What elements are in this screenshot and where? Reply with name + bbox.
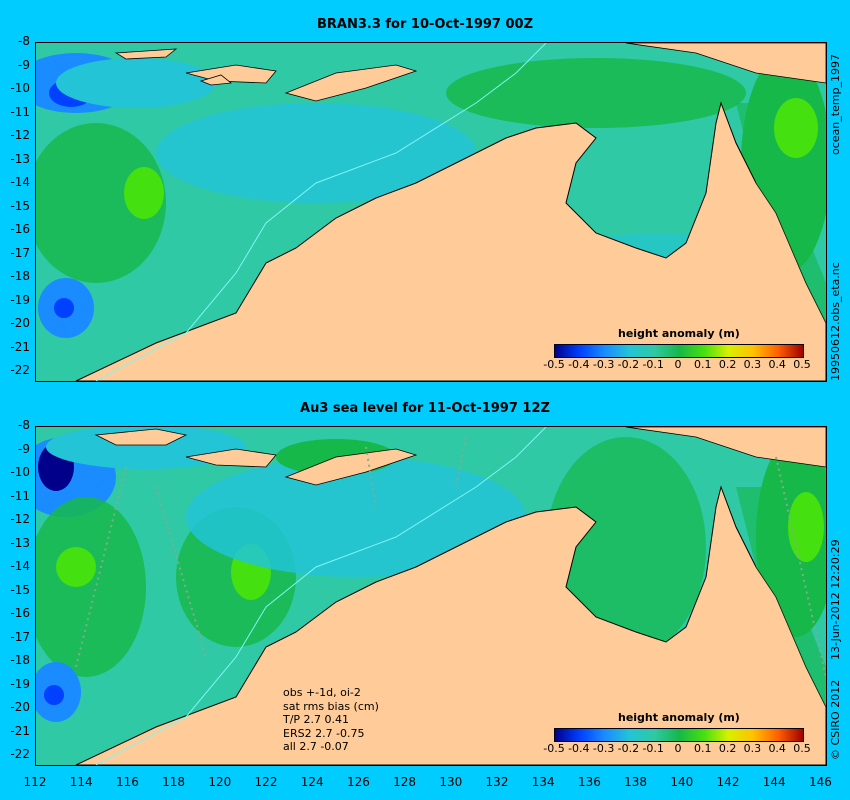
y-tick-label: -18 (10, 269, 30, 283)
x-tick-label: 120 (208, 775, 232, 789)
x-tick-label: 134 (531, 775, 555, 789)
y-tick-label: -8 (18, 34, 30, 48)
colorbar-tick-label: -0.1 (642, 742, 664, 755)
stats-line: ERS2 2.7 -0.75 (283, 726, 365, 740)
x-tick-label: 130 (439, 775, 463, 789)
y-tick-label: -17 (10, 245, 30, 260)
x-tick-label: 114 (69, 775, 93, 789)
colorbar-tick-label: -0.5 (543, 358, 565, 371)
y-tick-label: -21 (10, 339, 30, 354)
x-tick-label: 126 (346, 775, 370, 789)
y-tick-label: -22 (10, 363, 30, 377)
top-colorbar (554, 344, 804, 358)
y-tick-label: -20 (10, 700, 30, 714)
colorbar-tick-label: 0.2 (718, 358, 737, 371)
y-tick-label: -21 (10, 723, 30, 738)
y-tick-label: -22 (10, 747, 30, 761)
top-side-label-1: ocean_temp_1997 (829, 53, 842, 155)
stats-text: obs +-1d, oi-2 sat rms bias (cm) T/P 2.7… (283, 686, 379, 754)
y-tick-label: -12 (10, 128, 30, 142)
colorbar-tick-label: -0.4 (568, 358, 590, 371)
stats-line: obs +-1d, oi-2 (283, 686, 361, 699)
bottom-colorbar-title: height anomaly (m) (618, 711, 740, 724)
y-tick-label: -13 (10, 151, 30, 166)
colorbar-tick-label: 0.1 (694, 358, 712, 371)
x-tick-label: 144 (762, 775, 786, 789)
bottom-side-label-2: © CSIRO 2012 (829, 679, 842, 760)
top-map-svg (36, 43, 826, 381)
y-tick-label: -19 (10, 292, 30, 307)
x-tick-label: 128 (393, 775, 417, 789)
y-tick-label: -9 (18, 57, 30, 72)
australia-landmass (75, 101, 826, 381)
y-tick-label: -10 (10, 81, 30, 95)
top-panel-title: BRAN3.3 for 10-Oct-1997 00Z (316, 17, 534, 32)
x-tick-label: 116 (115, 775, 139, 789)
x-tick-label: 138 (624, 775, 648, 789)
colorbar-tick-label: -0.2 (617, 358, 640, 371)
y-tick-label: -18 (10, 653, 30, 667)
colorbar-tick-label: -0.2 (617, 742, 640, 755)
y-tick-label: -14 (10, 175, 30, 189)
stats-line: T/P 2.7 0.41 (283, 713, 350, 726)
colorbar-tick-label: 0.5 (793, 358, 811, 371)
colorbar-tick-label: 0.4 (768, 742, 786, 755)
bottom-panel-title: Au3 sea level for 11-Oct-1997 12Z (300, 401, 550, 416)
colorbar-tick-label: 0.1 (694, 742, 712, 755)
top-side-label-2: 19950612.obs_eta.nc (829, 262, 842, 381)
colorbar-tick-label: 0 (674, 742, 682, 755)
y-tick-label: -16 (10, 606, 30, 620)
x-tick-label: 118 (162, 775, 186, 789)
x-tick-label: 136 (577, 775, 601, 789)
colorbar-tick-label: 0 (674, 358, 682, 371)
colorbar-tick-label: 0.2 (718, 742, 737, 755)
y-tick-label: -11 (10, 104, 30, 119)
y-tick-label: -11 (10, 488, 30, 503)
colorbar-tick-label: -0.4 (568, 742, 590, 755)
y-tick-label: -17 (10, 629, 30, 644)
bottom-map-svg (36, 427, 826, 765)
top-map: height anomaly (m) -0.5 -0.4 -0.3 -0.2 -0.1 0… (35, 42, 827, 382)
top-colorbar-title: height anomaly (m) (618, 327, 740, 340)
x-tick-label: 140 (670, 775, 694, 789)
y-tick-label: -20 (10, 316, 30, 330)
y-tick-label: -9 (18, 441, 30, 456)
x-tick-label: 132 (485, 775, 509, 789)
x-tick-label: 142 (716, 775, 740, 789)
y-tick-label: -10 (10, 465, 30, 479)
x-tick-label: 112 (23, 775, 47, 789)
colorbar-tick-label: -0.1 (642, 358, 664, 371)
colorbar-tick-label: -0.3 (592, 742, 615, 755)
y-tick-label: -15 (10, 582, 30, 597)
stats-line: sat rms bias (cm) (283, 699, 379, 713)
x-tick-label: 122 (254, 775, 278, 789)
bottom-side-label-1: 13-Jun-2012 12:20:29 (829, 539, 842, 660)
colorbar-tick-label: 0.4 (768, 358, 786, 371)
x-tick-label: 146 (808, 775, 832, 789)
colorbar-tick-label: -0.5 (543, 742, 565, 755)
y-tick-label: -13 (10, 535, 30, 550)
x-tick-label: 124 (300, 775, 324, 789)
y-tick-label: -16 (10, 222, 30, 236)
colorbar-tick-label: 0.3 (743, 742, 762, 755)
stats-line: all 2.7 -0.07 (283, 740, 349, 753)
y-tick-label: -8 (18, 418, 30, 432)
y-tick-label: -19 (10, 676, 30, 691)
y-tick-label: -15 (10, 198, 30, 213)
bottom-map: obs +-1d, oi-2 sat rms bias (cm) T/P 2.7… (35, 426, 827, 766)
y-tick-label: -14 (10, 559, 30, 573)
colorbar-tick-label: -0.3 (592, 358, 615, 371)
y-tick-label: -12 (10, 512, 30, 526)
colorbar-tick-label: 0.3 (743, 358, 762, 371)
bottom-colorbar (554, 728, 804, 742)
colorbar-tick-label: 0.5 (793, 742, 811, 755)
